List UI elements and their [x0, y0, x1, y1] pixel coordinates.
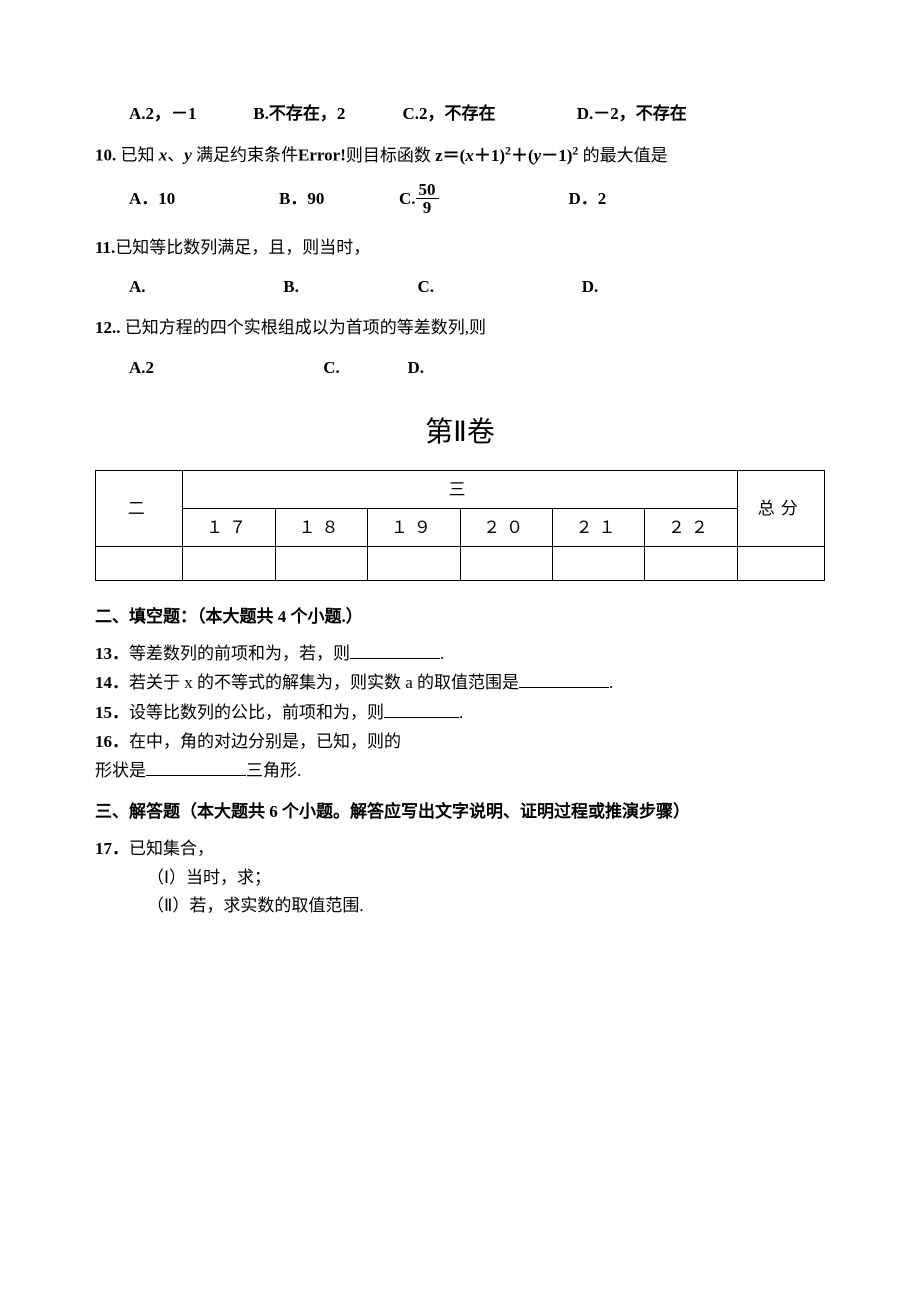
q16-l2a: 形状是 — [95, 761, 146, 780]
q11-opt-a: A. — [129, 273, 279, 300]
col-17: １７ — [183, 508, 275, 546]
q12-body: 已知方程的四个实根组成以为首项的等差数列,则 — [121, 318, 487, 337]
q14: 14．若关于 x 的不等式的解集为，则实数 a 的取值范围是. — [95, 669, 825, 696]
score-header-row: 二 三 总分 — [96, 470, 825, 508]
q15-body: 设等比数列的公比，前项和为，则 — [129, 703, 384, 722]
q10-opt-a: A．10 — [129, 185, 279, 212]
q16: 16．在中，角的对边分别是，已知，则的 — [95, 728, 825, 755]
q15: 15．设等比数列的公比，前项和为，则. — [95, 699, 825, 726]
q16-blank — [146, 759, 246, 776]
q10-c-den: 9 — [416, 199, 439, 216]
q15-tail: . — [459, 703, 463, 722]
q14-blank — [519, 671, 609, 688]
q10-opt-c-frac: 50 9 — [416, 181, 439, 216]
q10-body-3: 则目标函数 z＝(x＋1)2＋(y－1)2 的最大值是 — [346, 146, 668, 165]
q13-tail: . — [440, 644, 444, 663]
q16-line1: 在中，角的对边分别是，已知，则的 — [129, 732, 401, 751]
q13-blank — [350, 642, 440, 659]
q12-options: A.2 C. D. — [95, 354, 825, 381]
q10-body-1: 已知 — [121, 146, 155, 165]
col-18: １８ — [275, 508, 367, 546]
col-3: 三 — [183, 470, 737, 508]
q14-num: 14． — [95, 673, 129, 692]
col-19: １９ — [368, 508, 460, 546]
q12-opt-a: A.2 — [129, 354, 319, 381]
q17-p2: （Ⅱ）若，求实数的取值范围. — [95, 892, 825, 919]
q17-num: 17． — [95, 839, 129, 858]
q11-opt-b: B. — [283, 273, 413, 300]
q11-opt-c: C. — [418, 273, 578, 300]
section-2-title: 第Ⅱ卷 — [95, 411, 825, 456]
col-22: ２２ — [645, 508, 737, 546]
q17: 17．已知集合， — [95, 835, 825, 862]
score-table: 二 三 总分 １７ １８ １９ ２０ ２１ ２２ — [95, 470, 825, 581]
q13-body: 等差数列的前项和为，若，则 — [129, 644, 350, 663]
col-20: ２０ — [460, 508, 552, 546]
q9-opt-c: C.2，不存在 — [403, 100, 573, 127]
q13-num: 13． — [95, 644, 129, 663]
q10-options: A．10 B．90 C. 50 9 D．2 — [95, 181, 825, 216]
q10-error: Error! — [298, 146, 346, 165]
col-2: 二 — [96, 470, 183, 546]
q9-options: A.2，－1 B.不存在，2 C.2，不存在 D.－2，不存在 — [95, 100, 825, 127]
score-sub-row: １７ １８ １９ ２０ ２１ ２２ — [96, 508, 825, 546]
score-blank-row — [96, 546, 825, 580]
q13: 13．等差数列的前项和为，若，则. — [95, 640, 825, 667]
fill-heading: 二、填空题：（本大题共 4 个小题.） — [95, 603, 825, 630]
q15-num: 15． — [95, 703, 129, 722]
q12-opt-c: C. — [323, 354, 403, 381]
q9-opt-a: A.2，－1 — [129, 100, 249, 127]
q11-num: 11. — [95, 238, 115, 257]
q10-opt-c-label: C. — [399, 185, 416, 212]
q10-body-2: 满足约束条件 — [196, 146, 298, 165]
q10: 10. 已知 x、y 满足约束条件Error!则目标函数 z＝(x＋1)2＋(y… — [95, 141, 825, 169]
q17-p1: （Ⅰ）当时，求； — [95, 864, 825, 891]
q9-opt-b: B.不存在，2 — [253, 100, 398, 127]
q12-num: 12.. — [95, 318, 121, 337]
q15-blank — [384, 701, 459, 718]
q12: 12.. 已知方程的四个实根组成以为首项的等差数列,则 — [95, 314, 825, 341]
col-21: ２１ — [552, 508, 644, 546]
q9-opt-d: D.－2，不存在 — [577, 100, 687, 127]
q14-body: 若关于 x 的不等式的解集为，则实数 a 的取值范围是 — [129, 673, 519, 692]
q10-c-num: 50 — [416, 181, 439, 199]
q11: 11.已知等比数列满足，且，则当时， — [95, 234, 825, 261]
q10-opt-b: B．90 — [279, 185, 399, 212]
q16-line2: 形状是 三角形. — [95, 757, 825, 784]
q10-opt-d: D．2 — [569, 185, 607, 212]
q12-opt-d: D. — [408, 354, 425, 381]
q11-opt-d: D. — [582, 273, 599, 300]
q16-num: 16． — [95, 732, 129, 751]
solve-heading: 三、解答题（本大题共 6 个小题。解答应写出文字说明、证明过程或推演步骤） — [95, 798, 825, 825]
q17-stem: 已知集合， — [129, 839, 214, 858]
q10-num: 10. — [95, 146, 116, 165]
q16-l2b: 三角形. — [246, 761, 301, 780]
col-total: 总分 — [737, 470, 824, 546]
q14-tail: . — [609, 673, 613, 692]
q11-options: A. B. C. D. — [95, 273, 825, 300]
q11-body: 已知等比数列满足，且，则当时， — [115, 238, 370, 257]
